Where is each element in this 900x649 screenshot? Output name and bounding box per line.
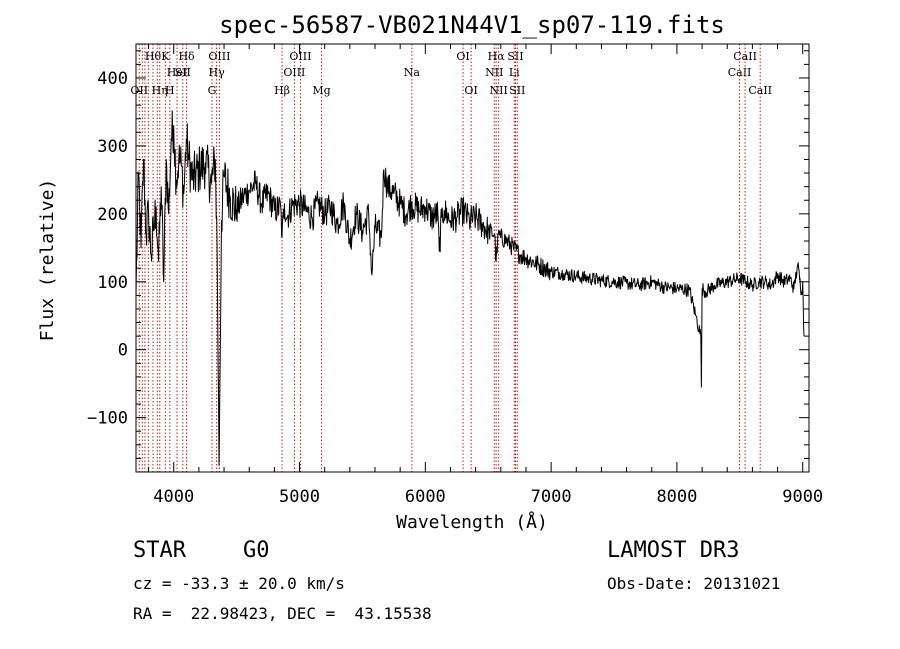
line-label: Hα: [488, 50, 506, 63]
chart-title: spec-56587-VB021N44V1_sp07-119.fits: [219, 11, 725, 39]
object-class: STAR: [133, 538, 186, 563]
axes: 4000 5000 6000 7000 8000 9000 −100 0 100 200 300 40…: [87, 44, 823, 507]
y-axis-label: Flux (relative): [37, 179, 58, 342]
x-tick-label: 6000: [405, 487, 446, 507]
line-label: HeI: [167, 66, 187, 79]
observation-date: Obs-Date: 20131021: [607, 574, 781, 593]
x-tick-label: 5000: [279, 487, 320, 507]
ra-dec-coordinates: RA = 22.98423, DEC = 43.15538: [133, 604, 432, 623]
y-tick-label: 0: [118, 341, 128, 361]
redshift-cz: cz = -33.3 ± 20.0 km/s: [133, 574, 345, 593]
line-label: OIII: [208, 50, 230, 63]
line-label: Hθ: [145, 50, 162, 63]
x-tick-label: 4000: [153, 487, 194, 507]
spectrum-plot: spec-56587-VB021N44V1_sp07-119.fits OII H…: [37, 11, 823, 533]
line-label: Hβ: [274, 84, 290, 97]
line-label: Hη: [152, 84, 168, 97]
line-label: SII: [175, 66, 191, 79]
object-subclass: G0: [243, 538, 270, 563]
line-label: CaII: [748, 84, 772, 97]
x-axis-label: Wavelength (Å): [396, 511, 548, 533]
line-label: Hγ: [209, 66, 226, 79]
line-label: CaII: [733, 50, 757, 63]
line-label: Na: [404, 66, 421, 79]
survey-name: LAMOST DR3: [607, 538, 740, 563]
line-label: G: [208, 84, 217, 97]
line-label: Hδ: [178, 50, 195, 63]
line-label: CaII: [728, 66, 752, 79]
y-tick-label: 400: [97, 69, 128, 89]
line-label: OIII: [283, 66, 305, 79]
x-tick-label: 9000: [782, 487, 823, 507]
y-tick-label: 100: [97, 273, 128, 293]
line-label: OII: [130, 84, 148, 97]
plot-frame: [135, 43, 810, 473]
line-label: H: [165, 84, 175, 97]
line-label: K: [161, 50, 170, 63]
line-label: OI: [464, 84, 477, 97]
y-tick-label: −100: [87, 409, 128, 429]
line-label: SII: [507, 50, 523, 63]
line-label: SII: [509, 84, 525, 97]
emission-line-markers: OIIHθHηKHHeISIIHδGHγOIIIHβOIIIOIIIMgNaOI…: [130, 44, 772, 472]
x-tick-label: 7000: [531, 487, 572, 507]
flux-trace-group: [135, 110, 805, 466]
y-tick-label: 200: [97, 205, 128, 225]
y-tick-label: 300: [97, 137, 128, 157]
flux-trace: [135, 110, 805, 466]
line-label: NII: [485, 66, 503, 79]
line-label: Mg: [312, 84, 330, 97]
line-label: OI: [456, 50, 469, 63]
line-label: NII: [490, 84, 508, 97]
line-label: Li: [509, 66, 520, 79]
line-label: OIII: [289, 50, 311, 63]
x-tick-label: 8000: [656, 487, 697, 507]
